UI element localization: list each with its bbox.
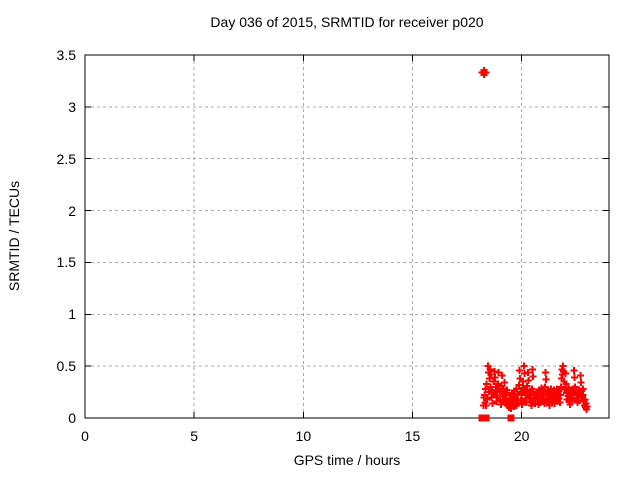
- tick-marks: [84, 54, 609, 419]
- x-tick-label: 0: [81, 428, 89, 444]
- chart-title: Day 036 of 2015, SRMTID for receiver p02…: [210, 14, 484, 30]
- gridlines: [85, 55, 609, 418]
- srmtid-values-markers: [479, 362, 591, 414]
- y-tick-label: 0: [68, 410, 76, 426]
- x-tick-label: 15: [404, 428, 421, 444]
- y-tick-label: 2.5: [56, 150, 76, 167]
- y-tick-label: 0.5: [56, 358, 76, 375]
- y-tick-label: 3: [68, 98, 76, 115]
- y-tick-label: 1.5: [56, 254, 76, 271]
- x-axis-title: GPS time / hours: [293, 452, 401, 468]
- x-tick-label: 20: [513, 428, 530, 444]
- y-tick-label: 1: [68, 306, 76, 323]
- x-tick-label: 10: [295, 428, 312, 444]
- y-tick-label: 2: [68, 202, 76, 219]
- outlier-squares: [480, 69, 488, 77]
- x-tick-label: 5: [190, 428, 199, 444]
- y-tick-label: 3.5: [56, 47, 76, 63]
- zero-value-flags-squares: [478, 414, 515, 422]
- plot-border: [84, 54, 610, 419]
